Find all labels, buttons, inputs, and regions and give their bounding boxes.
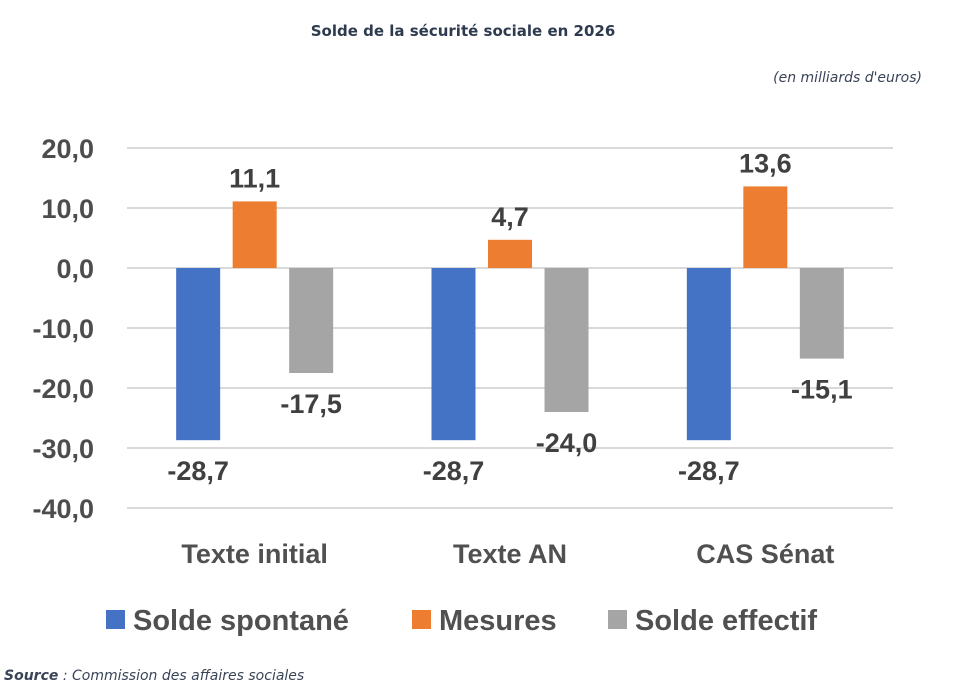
legend-swatch <box>608 610 627 629</box>
data-label: -15,1 <box>791 375 853 405</box>
bar-solde-effectif <box>799 268 844 359</box>
bar-mesures <box>488 239 532 268</box>
data-label: -28,7 <box>167 456 229 486</box>
bar-mesures <box>232 201 277 268</box>
legend-item: Mesures <box>412 605 557 637</box>
chart-title: Solde de la sécurité sociale en 2026 <box>310 22 616 40</box>
legend-label: Solde effectif <box>635 605 817 637</box>
bar-chart: 20,0 10,0 0,0 -10,0 -20,0 -30,0 -40,0 -28,7 11,… <box>32 134 893 637</box>
y-tick-label: 0,0 <box>56 254 94 284</box>
data-label: 13,6 <box>739 148 792 178</box>
data-label: 11,1 <box>229 163 280 193</box>
data-label: -24,0 <box>536 428 598 458</box>
data-label: -17,5 <box>280 389 342 419</box>
category-label: Texte initial <box>181 539 328 569</box>
legend-swatch <box>106 610 125 629</box>
y-tick-label: 10,0 <box>41 194 94 224</box>
legend-label: Solde spontané <box>133 605 349 637</box>
category-label: Texte AN <box>453 539 567 569</box>
bar-mesures <box>743 186 788 268</box>
y-axis-ticks: 20,0 10,0 0,0 -10,0 -20,0 -30,0 -40,0 <box>32 134 94 524</box>
data-label: 4,7 <box>491 202 529 232</box>
source-separator: : <box>58 668 72 684</box>
legend-item: Solde spontané <box>106 605 349 637</box>
source-label: Source <box>4 668 59 684</box>
category-labels: Texte initial Texte AN CAS Sénat <box>181 539 834 569</box>
source-note: Source : Commission des affaires sociale… <box>4 668 304 684</box>
legend: Solde spontané Mesures Solde effectif <box>106 605 817 637</box>
y-tick-label: -20,0 <box>32 374 94 404</box>
y-tick-label: -40,0 <box>32 494 94 524</box>
y-tick-label: -10,0 <box>32 314 94 344</box>
bars <box>176 186 844 441</box>
data-labels: -28,7 11,1 -17,5 -28,7 4,7 -24,0 -28,7 13,6 -15,… <box>167 148 852 486</box>
y-tick-label: -30,0 <box>32 434 94 464</box>
legend-label: Mesures <box>439 605 557 637</box>
unit-note: (en milliards d'euros) <box>773 70 922 86</box>
bar-solde-effectif <box>544 268 589 412</box>
bar-solde-spontane <box>431 268 476 441</box>
bar-solde-effectif <box>289 268 334 373</box>
bar-solde-spontane <box>176 268 221 441</box>
data-label: -28,7 <box>423 456 485 486</box>
legend-swatch <box>412 610 431 629</box>
category-label: CAS Sénat <box>696 539 834 569</box>
y-tick-label: 20,0 <box>41 134 94 164</box>
legend-item: Solde effectif <box>608 605 817 637</box>
source-text: Commission des affaires sociales <box>72 668 305 684</box>
bar-solde-spontane <box>686 268 731 441</box>
data-label: -28,7 <box>678 456 740 486</box>
